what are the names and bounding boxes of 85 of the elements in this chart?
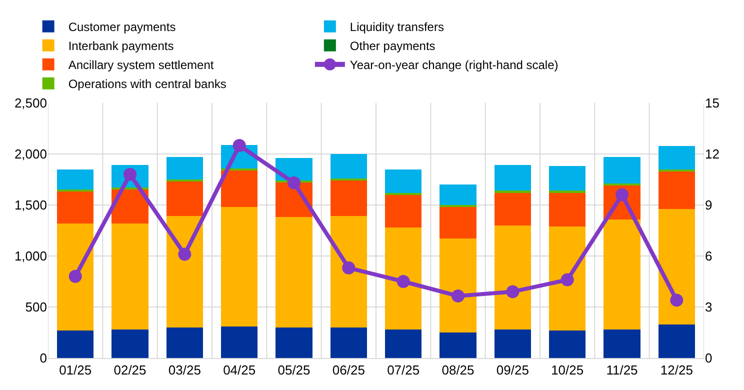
point xyxy=(288,176,300,190)
y2-tick-label: 12 xyxy=(705,146,720,162)
bar xyxy=(658,209,695,324)
bar xyxy=(166,327,203,358)
point xyxy=(232,139,246,152)
legend-label: Ancillary system settlement xyxy=(68,58,214,72)
y2-tick-label: 15 xyxy=(705,96,720,111)
legend-label: Liquidity transfers xyxy=(350,20,444,34)
bar xyxy=(604,219,640,330)
point xyxy=(452,289,464,302)
bar xyxy=(221,207,258,326)
bar xyxy=(604,157,640,184)
x-tick-label: 12/25 xyxy=(660,362,693,378)
bar xyxy=(440,207,476,239)
bar xyxy=(330,180,367,216)
bar xyxy=(166,157,203,180)
bar xyxy=(440,238,476,332)
y-tick-label: 0 xyxy=(40,350,47,366)
bar xyxy=(330,327,367,358)
point xyxy=(616,188,628,202)
x-tick-label: 10/25 xyxy=(551,362,584,378)
bar xyxy=(658,171,695,210)
legend-label: Year-on-year change (right-hand scale) xyxy=(350,58,558,72)
point xyxy=(68,270,82,283)
point xyxy=(178,248,192,261)
point xyxy=(396,275,410,288)
x-tick-label: 06/25 xyxy=(332,362,365,378)
bar xyxy=(221,326,258,358)
bar xyxy=(276,217,312,328)
x-tick-label: 01/25 xyxy=(59,362,92,378)
bar xyxy=(494,165,531,191)
bar xyxy=(112,223,148,330)
bar xyxy=(276,327,312,358)
bar xyxy=(494,329,531,358)
bar xyxy=(549,166,586,191)
bar xyxy=(494,225,531,330)
legend-label: Other payments xyxy=(350,39,436,54)
y-tick-label: 500 xyxy=(25,300,47,315)
x-tick-label: 05/25 xyxy=(278,362,310,378)
bar xyxy=(604,329,640,358)
bar xyxy=(57,192,94,224)
x-tick-label: 09/25 xyxy=(496,362,529,378)
x-tick-label: 07/25 xyxy=(387,362,420,378)
y-tick-label: 2,500 xyxy=(14,96,47,111)
bar xyxy=(440,184,476,205)
y2-tick-label: 9 xyxy=(705,198,712,213)
bar xyxy=(330,178,367,181)
point xyxy=(670,294,684,307)
bar xyxy=(385,194,422,228)
bar xyxy=(549,330,586,358)
legend-label: Interbank payments xyxy=(68,39,174,54)
x-tick-label: 04/25 xyxy=(223,362,256,378)
bar xyxy=(385,227,422,330)
bar xyxy=(166,216,203,328)
bar xyxy=(385,169,422,193)
point xyxy=(506,285,520,298)
y-tick-label: 1,000 xyxy=(14,248,47,264)
bar xyxy=(494,192,531,226)
bar xyxy=(57,223,94,330)
y2-tick-label: 0 xyxy=(705,350,712,366)
x-tick-label: 02/25 xyxy=(114,362,146,378)
y-tick-label: 2,000 xyxy=(14,146,47,162)
y2-tick-label: 6 xyxy=(705,248,712,264)
bar xyxy=(549,226,586,330)
bar xyxy=(330,216,367,328)
x-tick-label: 08/25 xyxy=(442,362,474,378)
bar xyxy=(166,182,203,216)
bar xyxy=(57,169,94,190)
x-tick-label: 11/25 xyxy=(606,362,638,378)
bar xyxy=(549,192,586,226)
bar xyxy=(658,324,695,358)
bar xyxy=(330,154,367,178)
bar xyxy=(57,330,94,358)
point xyxy=(560,273,574,286)
bar xyxy=(385,329,422,358)
bar xyxy=(221,170,258,208)
legend-label: Customer payments xyxy=(68,20,176,34)
x-tick-label: 03/25 xyxy=(168,362,201,378)
y-tick-label: 1,500 xyxy=(14,198,47,213)
bar xyxy=(112,329,148,358)
bar xyxy=(658,146,695,170)
y2-tick-label: 3 xyxy=(705,300,712,315)
bar xyxy=(440,332,476,358)
legend-label: Operations with central banks xyxy=(68,77,226,92)
point xyxy=(342,261,356,274)
